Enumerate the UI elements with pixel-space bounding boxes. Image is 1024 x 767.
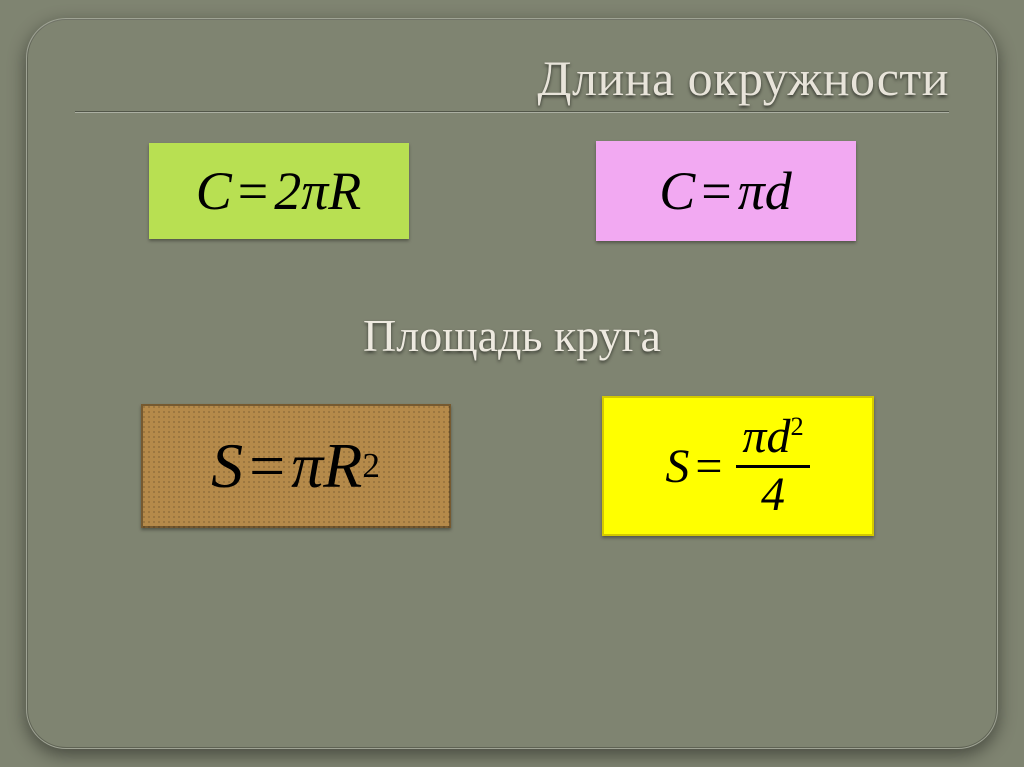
formula-circumference-radius: C = 2 π R (149, 143, 409, 239)
num-exp: 2 (790, 411, 803, 441)
equals: = (695, 439, 722, 494)
slide-subtitle: Площадь круга (75, 309, 949, 362)
var: d (765, 160, 792, 222)
circumference-row: C = 2 π R C = π d (75, 141, 949, 241)
fraction: πd2 4 (736, 412, 809, 520)
pi: π (291, 429, 323, 503)
var: R (323, 429, 362, 503)
exp: 2 (362, 446, 380, 486)
lhs: S (665, 439, 689, 494)
lhs: C (659, 160, 695, 222)
pi: π (301, 160, 328, 222)
num-pi: π (742, 410, 766, 463)
slide-title: Длина окружности (75, 49, 949, 107)
var: R (328, 160, 361, 222)
equals: = (249, 429, 285, 503)
numerator: πd2 (736, 412, 809, 462)
lhs: C (196, 160, 232, 222)
coeff: 2 (274, 160, 301, 222)
area-row: S = π R 2 S = πd2 4 (75, 396, 949, 536)
num-var: d (766, 410, 790, 463)
denominator: 4 (755, 470, 791, 520)
pi: π (738, 160, 765, 222)
formula-area-diameter: S = πd2 4 (602, 396, 874, 536)
equals: = (238, 160, 268, 222)
title-underline (75, 111, 949, 113)
slide-frame: Длина окружности C = 2 π R C = π d Площа… (26, 18, 998, 749)
formula-circumference-diameter: C = π d (596, 141, 856, 241)
equals: = (701, 160, 731, 222)
lhs: S (211, 429, 243, 503)
formula-area-radius: S = π R 2 (141, 404, 451, 528)
